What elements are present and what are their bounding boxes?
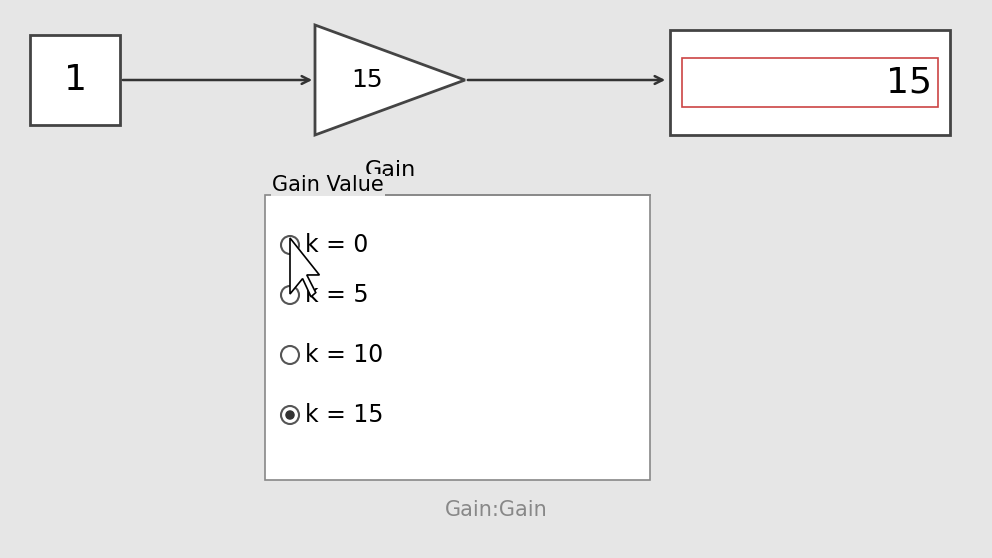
Bar — [670, 30, 950, 135]
Polygon shape — [315, 25, 465, 135]
Text: 1: 1 — [63, 63, 86, 97]
Text: k = 15: k = 15 — [305, 403, 384, 427]
Text: k = 10: k = 10 — [305, 343, 383, 367]
Text: k = 5: k = 5 — [305, 283, 369, 307]
Bar — [265, 195, 650, 480]
Circle shape — [286, 411, 294, 419]
Polygon shape — [290, 238, 319, 297]
Text: 15: 15 — [886, 65, 932, 99]
Text: 15: 15 — [352, 68, 383, 92]
Bar — [30, 35, 120, 125]
Text: Gain Value: Gain Value — [272, 175, 384, 195]
Text: Gain:Gain: Gain:Gain — [444, 500, 548, 520]
Bar — [682, 58, 938, 107]
Text: Gain: Gain — [364, 160, 416, 180]
Text: k = 0: k = 0 — [305, 233, 368, 257]
